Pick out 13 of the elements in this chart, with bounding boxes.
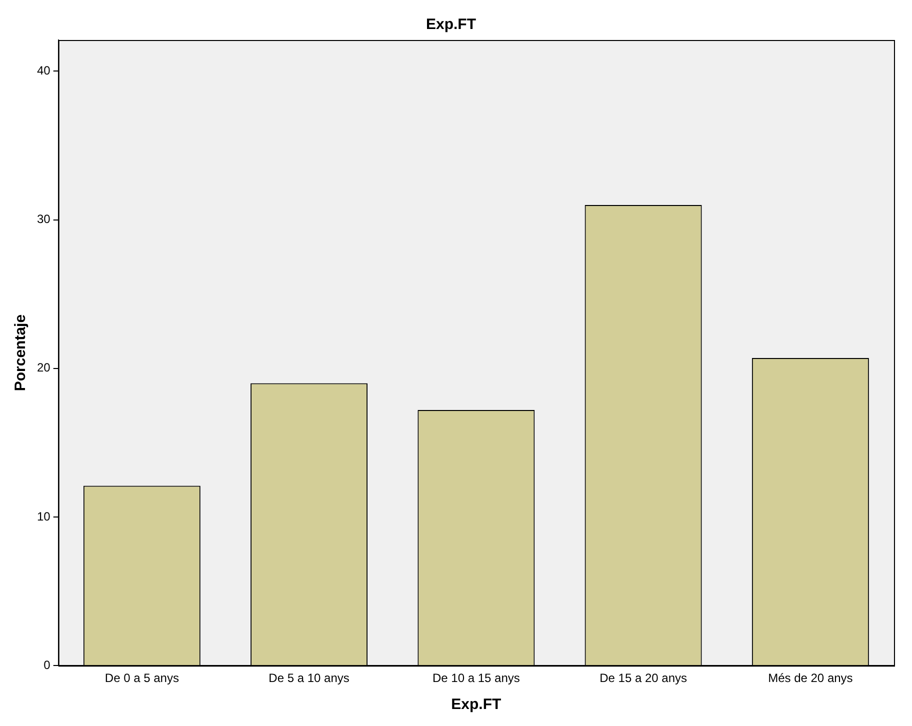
x-tick-label: De 15 a 20 anys bbox=[600, 671, 688, 686]
x-tick-label: De 5 a 10 anys bbox=[268, 671, 350, 686]
y-tick-label: 30 bbox=[36, 212, 51, 226]
x-tick-label: Més de 20 anys bbox=[768, 671, 853, 686]
y-tick-label: 10 bbox=[36, 509, 51, 524]
x-tick-label: De 10 a 15 anys bbox=[432, 671, 520, 686]
y-tick-label: 40 bbox=[36, 64, 51, 78]
y-tick-label: 0 bbox=[44, 658, 51, 672]
x-tick-label: De 0 a 5 anys bbox=[104, 671, 179, 686]
y-tick-label: 20 bbox=[36, 360, 51, 375]
x-axis-title: Exp.FT bbox=[451, 696, 502, 714]
y-axis-title: Porcentaje bbox=[12, 314, 30, 392]
chart-title: Exp.FT bbox=[426, 16, 476, 34]
